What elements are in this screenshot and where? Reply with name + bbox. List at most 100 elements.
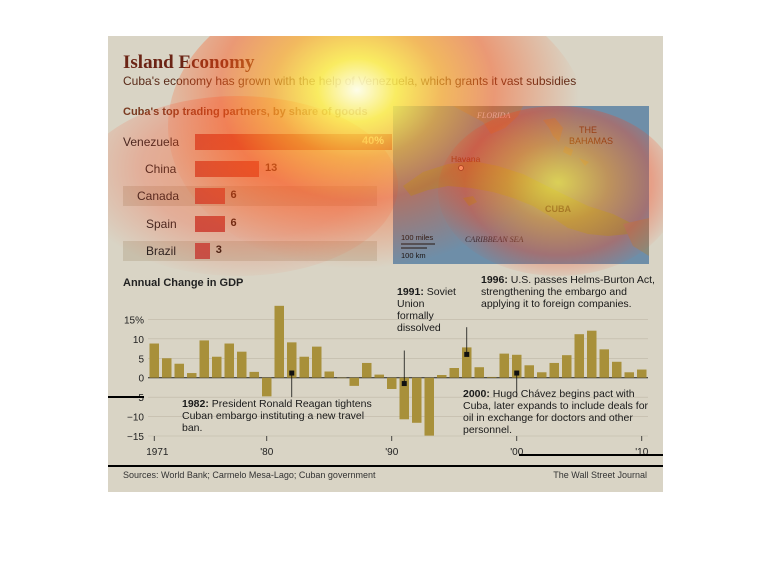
sources-note: Sources: World Bank; Carmelo Mesa-Lago; … xyxy=(123,470,376,480)
gdp-bar xyxy=(499,353,509,378)
gdp-bar xyxy=(612,361,622,378)
y-tick-label: 15% xyxy=(124,315,144,326)
y-tick-label: −15 xyxy=(127,432,144,443)
gdp-bar xyxy=(337,377,347,379)
gdp-bar xyxy=(424,377,434,436)
gdp-bar xyxy=(374,374,384,378)
trade-bar xyxy=(195,216,225,232)
gdp-bar xyxy=(174,363,184,378)
gdp-bar xyxy=(212,356,222,378)
gdp-bar xyxy=(624,372,634,378)
x-tick-label: '10 xyxy=(635,447,648,458)
trade-bar xyxy=(195,161,260,177)
annotation-year: 2000: xyxy=(463,388,490,400)
map-scale-miles: 100 miles xyxy=(401,233,433,242)
gdp-bar xyxy=(599,349,609,378)
annotation-text: President Ronald Reagan tightens Cuban e… xyxy=(182,398,372,434)
trade-label: Canada xyxy=(137,189,180,203)
gdp-bar xyxy=(487,376,497,378)
gdp-bar xyxy=(324,371,334,378)
trade-value: 13 xyxy=(265,162,278,174)
annotation-1996: 1996: U.S. passes Helms-Burton Act, stre… xyxy=(481,274,656,310)
gdp-bar xyxy=(237,351,247,378)
x-tick-label: '80 xyxy=(260,447,273,458)
annotation-text: U.S. passes Helms-Burton Act, strengthen… xyxy=(481,274,655,310)
trade-row-china: China 13 xyxy=(123,159,377,179)
trade-value: 6 xyxy=(230,189,237,201)
trade-row-canada: Canada 6 xyxy=(123,186,377,206)
cuba-map: FLORIDA THE BAHAMAS Havana CUBA CARIBBEA… xyxy=(393,106,649,264)
map-label-florida: FLORIDA xyxy=(476,111,510,120)
map-label-havana: Havana xyxy=(451,154,481,164)
gdp-bar xyxy=(474,367,484,378)
gdp-bar xyxy=(399,377,409,420)
gdp-bar xyxy=(562,355,572,378)
trade-value: 3 xyxy=(215,244,222,256)
page-title: Island Economy xyxy=(123,52,255,73)
annotation-2000: 2000: Hugo Chávez begins pact with Cuba,… xyxy=(463,388,657,436)
map-label-cuba: CUBA xyxy=(545,204,571,214)
annotation-year: 1982: xyxy=(182,398,209,410)
trade-value: 40% xyxy=(362,135,385,147)
annotation-marker xyxy=(401,381,407,387)
gdp-bar xyxy=(199,340,209,378)
gdp-chart-title: Annual Change in GDP xyxy=(123,277,244,289)
x-tick-label: '00 xyxy=(510,447,523,458)
annotation-year: 1996: xyxy=(481,274,508,286)
gdp-bar xyxy=(437,374,447,378)
annotation-text: Soviet Union formally dissolved xyxy=(397,286,456,334)
annotation-marker xyxy=(514,370,520,376)
gdp-bar xyxy=(262,377,272,397)
gdp-bar xyxy=(349,377,359,386)
gdp-bar xyxy=(287,342,297,378)
gdp-bar xyxy=(574,334,584,378)
gdp-bar xyxy=(637,369,647,378)
x-tick-label: 1971 xyxy=(146,447,169,458)
gdp-bar xyxy=(187,373,197,378)
y-tick-label: 0 xyxy=(138,374,144,385)
y-tick-label: 5 xyxy=(138,354,144,365)
y-tick-label: 10 xyxy=(133,335,145,346)
trade-row-spain: Spain 6 xyxy=(123,214,377,234)
trade-row-venezuela: Venezuela 40% xyxy=(123,132,392,152)
annotation-1991: 1991: Soviet Union formally dissolved xyxy=(397,286,463,334)
page-subtitle: Cuba's economy has grown with the help o… xyxy=(123,74,577,88)
gdp-bar xyxy=(537,372,547,378)
gdp-bar xyxy=(149,343,159,378)
trade-value: 6 xyxy=(230,217,237,229)
annotation-year: 1991: xyxy=(397,286,424,298)
gdp-bar xyxy=(274,305,284,378)
y-tick-label: −5 xyxy=(133,393,145,404)
trade-chart-title: Cuba's top trading partners, by share of… xyxy=(123,106,368,118)
gdp-bar xyxy=(524,365,534,378)
trade-label: China xyxy=(145,162,177,176)
trade-row-brazil: Brazil 3 xyxy=(123,241,377,261)
havana-dot xyxy=(458,165,464,171)
gdp-bar xyxy=(249,371,259,378)
map-label-bahamas-2: BAHAMAS xyxy=(569,136,613,146)
gdp-bar xyxy=(162,358,172,378)
annotation-marker xyxy=(289,370,295,376)
gdp-bar xyxy=(449,368,459,378)
gdp-bar xyxy=(462,347,472,378)
annotation-marker xyxy=(464,351,470,357)
y-tick-label: −10 xyxy=(127,413,144,424)
x-tick-label: '90 xyxy=(385,447,398,458)
map-graphic: FLORIDA THE BAHAMAS Havana CUBA CARIBBEA… xyxy=(393,106,649,264)
gdp-bar xyxy=(549,362,559,378)
map-label-bahamas-1: THE xyxy=(579,125,597,135)
gdp-bar xyxy=(362,362,372,378)
trade-label: Venezuela xyxy=(123,135,180,149)
gdp-bar xyxy=(587,330,597,378)
gdp-bar xyxy=(387,377,397,389)
gdp-bar xyxy=(224,343,234,378)
trade-bar xyxy=(195,188,225,204)
trade-label: Spain xyxy=(146,217,177,231)
infographic-card: Island Economy Cuba's economy has grown … xyxy=(108,36,663,492)
trade-bar xyxy=(195,243,210,259)
map-scale-km: 100 km xyxy=(401,251,426,260)
annotation-1982: 1982: President Ronald Reagan tightens C… xyxy=(182,398,372,434)
gdp-bar xyxy=(299,356,309,378)
gdp-bar xyxy=(412,377,422,423)
